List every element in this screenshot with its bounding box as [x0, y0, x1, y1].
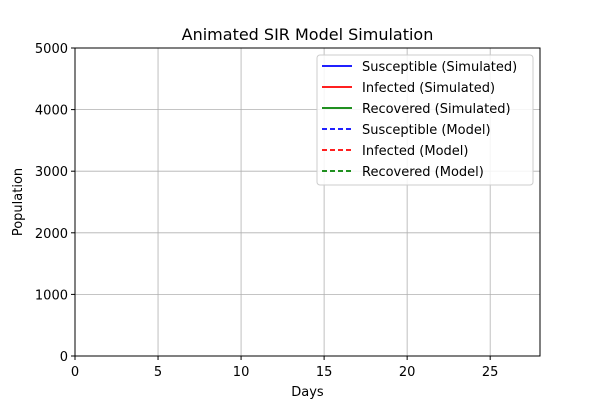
- chart-title: Animated SIR Model Simulation: [182, 25, 434, 44]
- x-axis-label: Days: [291, 385, 324, 400]
- plot-area-frame: [74, 47, 541, 357]
- legend-frame: [316, 54, 534, 186]
- y-tick-label: 4000: [35, 104, 68, 119]
- axis-ticks: 0 5 10 15 20 25 0 1000 2000 3000 4000 5000: [35, 42, 499, 380]
- y-tick-label: 2000: [35, 227, 68, 242]
- x-tick-label: 10: [233, 365, 250, 380]
- legend-label: Recovered (Model): [362, 165, 484, 180]
- legend-label: Infected (Simulated): [362, 81, 495, 96]
- legend-label: Recovered (Simulated): [362, 102, 511, 117]
- y-tick-label: 0: [60, 350, 68, 365]
- legend-label: Susceptible (Model): [362, 123, 491, 138]
- y-tick-label: 1000: [35, 288, 68, 303]
- x-tick-label: 25: [482, 365, 499, 380]
- legend: Susceptible (Simulated) Infected (Simulat…: [316, 54, 534, 186]
- x-tick-label: 0: [71, 365, 79, 380]
- legend-label: Susceptible (Simulated): [362, 60, 517, 75]
- legend-label: Infected (Model): [362, 144, 468, 159]
- y-tick-label: 5000: [35, 42, 68, 57]
- y-axis-label: Population: [11, 168, 26, 236]
- x-tick-label: 20: [399, 365, 416, 380]
- legend-entries: Susceptible (Simulated) Infected (Simulat…: [322, 60, 517, 180]
- y-tick-label: 3000: [35, 165, 68, 180]
- x-tick-label: 5: [154, 365, 162, 380]
- x-tick-label: 15: [316, 365, 333, 380]
